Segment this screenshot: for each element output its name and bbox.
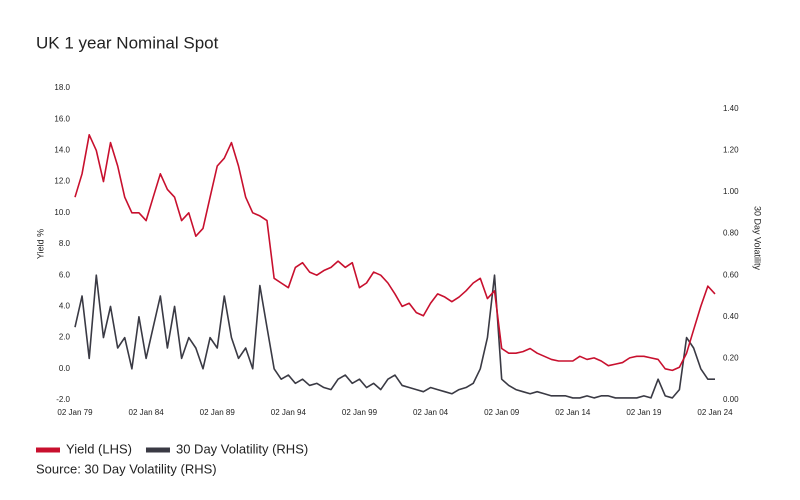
series-line bbox=[74, 274, 715, 399]
x-tick-label: 02 Jan 04 bbox=[413, 408, 449, 417]
y-tick-label: 8.0 bbox=[59, 239, 71, 248]
y-tick-label: 12.0 bbox=[54, 177, 70, 186]
x-tick-label: 02 Jan 14 bbox=[555, 408, 591, 417]
legend-label: Yield (LHS) bbox=[66, 441, 132, 456]
legend-label: 30 Day Volatility (RHS) bbox=[176, 441, 308, 456]
x-tick-label: 02 Jan 84 bbox=[129, 408, 165, 417]
series-line bbox=[74, 134, 716, 372]
x-tick-label: 02 Jan 89 bbox=[200, 408, 236, 417]
x-tick-label: 02 Jan 09 bbox=[484, 408, 520, 417]
y2-tick-label: 1.20 bbox=[723, 146, 739, 155]
y-axis-title: Yield % bbox=[35, 229, 45, 259]
y-tick-label: 16.0 bbox=[54, 114, 70, 123]
y-tick-label: 4.0 bbox=[59, 302, 71, 311]
y-tick-label: 14.0 bbox=[54, 146, 70, 155]
y2-tick-label: 0.40 bbox=[723, 312, 739, 321]
x-tick-label: 02 Jan 99 bbox=[342, 408, 378, 417]
x-tick-label: 02 Jan 94 bbox=[271, 408, 307, 417]
y2-tick-label: 1.40 bbox=[723, 104, 739, 113]
y2-tick-label: 0.20 bbox=[723, 354, 739, 363]
x-tick-label: 02 Jan 24 bbox=[697, 408, 733, 417]
y-tick-label: 10.0 bbox=[54, 208, 70, 217]
y2-axis-title: 30 Day Volatility bbox=[753, 206, 763, 271]
y-tick-label: 18.0 bbox=[54, 83, 70, 92]
y2-tick-label: 0.60 bbox=[723, 270, 739, 279]
y-tick-label: 6.0 bbox=[59, 270, 71, 279]
y-tick-label: -2.0 bbox=[56, 395, 70, 404]
chart-title: UK 1 year Nominal Spot bbox=[36, 33, 219, 52]
y-tick-label: 2.0 bbox=[59, 333, 71, 342]
source-note: Source: 30 Day Volatility (RHS) bbox=[36, 461, 217, 476]
y2-tick-label: 0.80 bbox=[723, 229, 739, 238]
x-tick-label: 02 Jan 19 bbox=[626, 408, 662, 417]
y2-tick-label: 1.00 bbox=[723, 187, 739, 196]
x-tick-label: 02 Jan 79 bbox=[57, 408, 93, 417]
y-tick-label: 0.0 bbox=[59, 364, 71, 373]
y2-tick-label: 0.00 bbox=[723, 395, 739, 404]
